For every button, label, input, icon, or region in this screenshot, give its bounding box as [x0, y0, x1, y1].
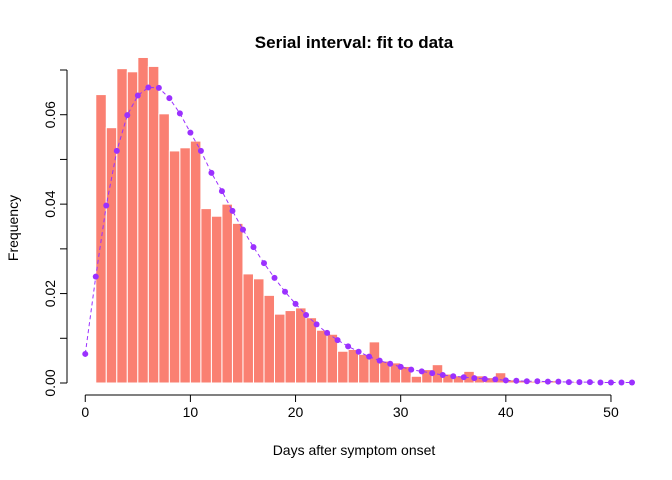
fit-curve-point: [250, 244, 257, 251]
histogram-bar: [400, 365, 412, 384]
histogram-bar: [231, 222, 244, 384]
fit-curve-point: [513, 377, 520, 384]
fit-curve-point: [303, 312, 310, 319]
fit-curve-point: [187, 129, 194, 136]
fit-curve-point: [282, 288, 289, 295]
x-tick-label: 20: [288, 404, 304, 420]
fit-curve-point: [261, 260, 267, 267]
fit-curve-point: [145, 84, 152, 91]
fit-curve-point: [481, 375, 488, 382]
histogram-bar: [263, 294, 276, 384]
fit-curve-point: [471, 375, 478, 382]
histogram-bar: [337, 350, 349, 384]
y-tick-label: 0.06: [42, 101, 58, 128]
fit-curve-point: [334, 337, 341, 344]
x-tick-label: 0: [81, 404, 89, 420]
fit-curve-point: [502, 377, 509, 384]
fit-curve-point: [166, 95, 173, 102]
fit-curve-point: [376, 357, 383, 364]
fit-curve-point: [555, 378, 562, 385]
histogram-bar: [252, 278, 265, 384]
fit-curve-point: [544, 378, 551, 385]
x-tick-label: 30: [393, 404, 409, 420]
histogram-bar: [200, 208, 212, 384]
fit-curve-point: [576, 379, 583, 386]
histogram-bar: [410, 375, 423, 384]
y-tick-label: 0.02: [42, 280, 58, 307]
chart-title: Serial interval: fit to data: [255, 33, 454, 52]
fit-curve-point: [218, 188, 225, 195]
histogram-bar: [168, 150, 181, 384]
fit-curve-point: [450, 373, 457, 380]
fit-curve-point: [629, 379, 635, 386]
fit-curve-point: [155, 84, 162, 91]
fit-curve-point: [239, 226, 246, 233]
fit-curve-point: [387, 360, 394, 367]
fit-curve-point: [197, 147, 204, 154]
fit-curve-point: [460, 374, 467, 381]
histogram-bar: [221, 203, 233, 384]
fit-curve-point: [429, 370, 436, 377]
fit-curve-point: [534, 378, 541, 385]
histogram-bar: [189, 140, 202, 384]
histogram-bar: [158, 113, 170, 384]
histogram-bars: [95, 56, 633, 384]
histogram-bar: [242, 273, 254, 384]
fit-curve-point: [366, 353, 373, 360]
fit-curve-point: [271, 274, 278, 281]
fit-curve-point: [324, 329, 331, 336]
fit-curve-point: [418, 368, 425, 375]
y-tick-label: 0.00: [42, 369, 58, 396]
fit-curve-point: [607, 379, 614, 386]
x-axis: 0 10 20 30 40 50: [81, 394, 619, 420]
histogram-bar: [305, 317, 318, 384]
fit-curve-point: [292, 300, 299, 307]
fit-curve-point: [313, 321, 320, 328]
fit-curve-point: [597, 379, 604, 386]
histogram-bar: [295, 307, 307, 384]
histogram-bar: [95, 94, 107, 384]
fit-curve-point: [229, 207, 236, 214]
fit-curve-point: [176, 110, 183, 117]
fit-curve-point: [492, 376, 499, 383]
histogram-bar: [147, 65, 160, 384]
histogram-bar: [137, 56, 149, 384]
histogram-bar: [126, 71, 139, 384]
fit-curve-point: [565, 379, 572, 386]
histogram-bar: [179, 147, 191, 384]
fit-curve-point: [586, 379, 593, 386]
y-axis: 0.00 0.02 0.04 0.06: [42, 69, 68, 397]
fit-curve-point: [345, 343, 352, 350]
fit-curve: [82, 84, 635, 386]
fit-curve-point: [523, 378, 530, 385]
fit-curve-point: [124, 112, 131, 119]
histogram-bar: [347, 348, 360, 384]
fit-curve-point: [618, 379, 625, 386]
histogram-bar: [284, 310, 297, 384]
y-tick-label: 0.04: [42, 190, 58, 217]
fit-curve-point: [439, 371, 446, 378]
histogram-bar: [105, 127, 118, 384]
x-axis-label: Days after symptom onset: [273, 442, 436, 458]
fit-curve-point: [103, 202, 110, 209]
histogram-bar: [274, 313, 286, 384]
fit-curve-point: [208, 169, 215, 176]
fit-curve-point: [355, 348, 362, 355]
fit-curve-point: [113, 147, 120, 154]
x-tick-label: 10: [183, 404, 199, 420]
x-tick-label: 50: [603, 404, 619, 420]
fit-curve-point: [408, 366, 415, 373]
histogram-bar: [210, 215, 223, 384]
fit-curve-point: [134, 92, 141, 99]
y-axis-label: Frequency: [5, 195, 21, 261]
histogram-bar: [316, 329, 328, 384]
fit-curve-point: [92, 273, 99, 280]
fit-curve-point: [397, 363, 404, 370]
fit-curve-point: [82, 350, 89, 357]
x-tick-label: 40: [498, 404, 514, 420]
